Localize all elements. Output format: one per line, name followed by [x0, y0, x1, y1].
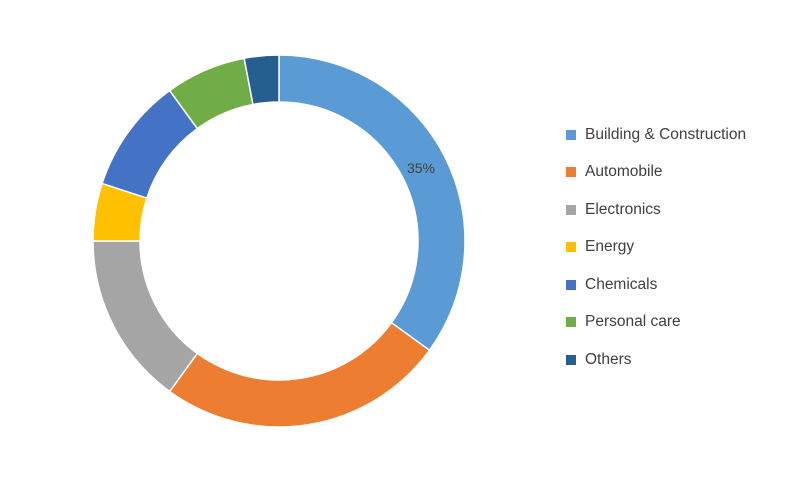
- legend-swatch: [566, 279, 576, 290]
- legend-label: Others: [585, 350, 632, 368]
- chart-legend: Building & Construction Automobile Electro…: [566, 116, 796, 379]
- legend-label: Energy: [585, 238, 635, 256]
- legend-item-personal-care: Personal care: [566, 304, 796, 342]
- legend-swatch: [566, 129, 576, 140]
- legend-swatch: [566, 204, 576, 215]
- legend-item-electronics: Electronics: [566, 191, 796, 229]
- data-label-building-and-construction: 35%: [407, 160, 435, 176]
- donut-slice-automobile: [168, 321, 431, 428]
- legend-label: Automobile: [585, 163, 663, 181]
- legend-swatch: [566, 317, 576, 328]
- legend-item-chemicals: Chemicals: [566, 266, 796, 304]
- legend-swatch: [566, 354, 576, 365]
- donut-slice-others: [243, 54, 280, 106]
- donut-slice-electronics: [92, 240, 199, 393]
- donut-slices: [92, 54, 466, 428]
- legend-item-automobile: Automobile: [566, 154, 796, 192]
- legend-item-building-and-construction: Building & Construction: [566, 116, 796, 154]
- donut-data-labels: 35%: [407, 160, 435, 176]
- legend-label: Chemicals: [585, 275, 658, 293]
- legend-label: Building & Construction: [585, 125, 747, 143]
- legend-item-energy: Energy: [566, 229, 796, 267]
- legend-label: Personal care: [585, 313, 681, 331]
- legend-item-others: Others: [566, 341, 796, 379]
- donut-slice-building-and-construction: [278, 54, 466, 352]
- legend-swatch: [566, 242, 576, 253]
- legend-label: Electronics: [585, 200, 661, 218]
- legend-swatch: [566, 167, 576, 178]
